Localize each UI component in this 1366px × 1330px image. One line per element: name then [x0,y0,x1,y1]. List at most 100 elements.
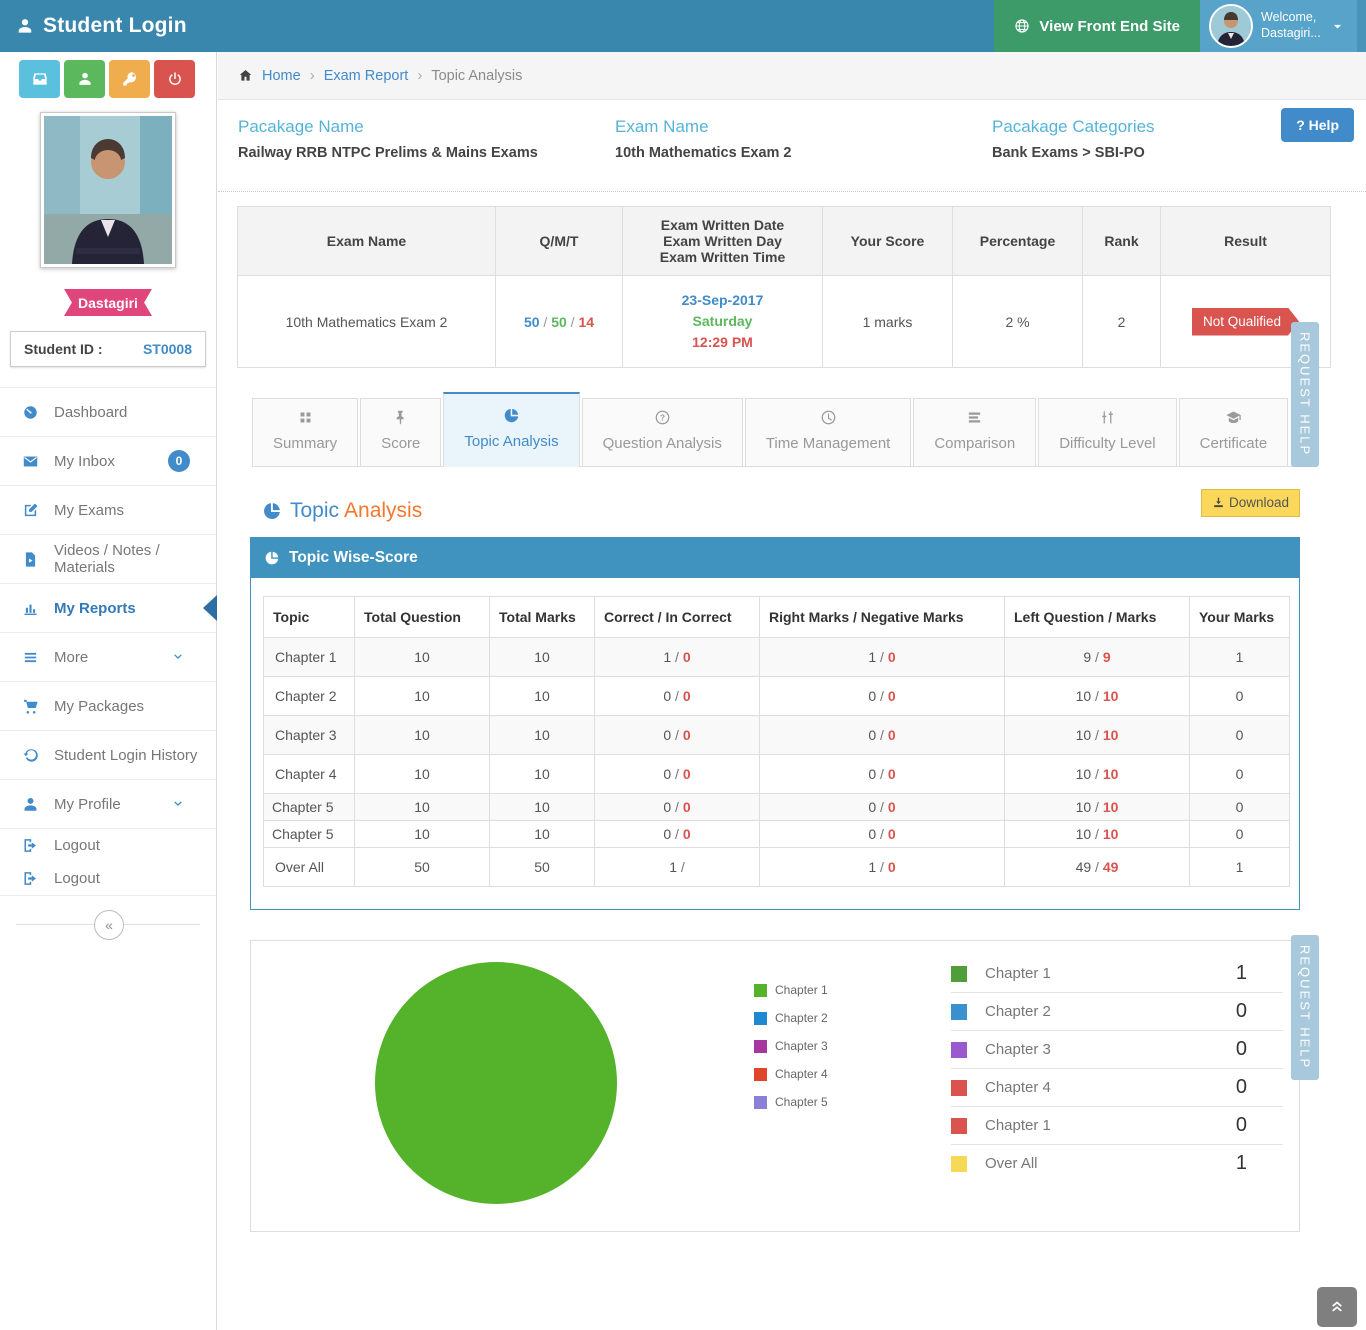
topic-wise-score-panel: Topic Wise-Score Topic Total Question Tota… [250,537,1300,910]
value-secondary: 0 [887,688,896,704]
value-secondary: 10 [1102,727,1119,743]
sidebar-item-student-login-history[interactable]: Student Login History [0,731,216,780]
tab-time-management[interactable]: Time Management [744,398,912,466]
your-marks-cell: 0 [1189,715,1290,755]
pin-icon [381,409,420,426]
tab-summary[interactable]: Summary [252,398,359,466]
chapter-label: Chapter 3 [985,1041,1051,1058]
request-help-tab[interactable]: REQUEST HELP [1291,935,1319,1080]
sidebar-item-logout[interactable]: Logout [0,862,216,896]
package-name-block: Pacakage Name Railway RRB NTPC Prelims &… [238,117,538,161]
slash-cell: 0 / 0 [759,676,1005,716]
exam-table-row: 10th Mathematics Exam 2 50 / 50 / 14 23-… [237,275,1331,368]
sidebar-item-label: My Inbox [54,452,115,470]
total-marks-cell: 10 [489,820,595,848]
rank-cell: 2 [1082,275,1161,368]
package-categories-block: Pacakage Categories Bank Exams > SBI-PO [992,117,1155,161]
sidebar-item-my-packages[interactable]: My Packages [0,682,216,731]
pie-icon [264,550,280,566]
chapter-score-value: 0 [1235,1114,1247,1136]
total-marks-cell: 50 [489,847,595,887]
slash-cell: 1 / [594,847,760,887]
sidebar-item-logout[interactable]: Logout [0,829,216,862]
breadcrumb-exam-report[interactable]: Exam Report [323,67,409,84]
sidebar-item-my-reports[interactable]: My Reports [0,584,217,633]
breadcrumb-separator: › [417,67,423,84]
tab-score[interactable]: Score [360,398,442,466]
sidebar-item-videos-notes-materials[interactable]: Videos / Notes / Materials [0,535,216,584]
tab-certificate[interactable]: Certificate [1178,398,1289,466]
chapter-score-value: 0 [1235,1000,1247,1022]
caret-down-icon[interactable] [1331,20,1344,33]
exam-name-label: Exam Name [615,117,709,136]
your-marks-cell: 1 [1189,847,1290,887]
quick-actions [0,52,216,98]
value-primary: 0 [868,766,877,782]
topic-analysis-title: Topic Analysis [262,499,422,523]
chapter-label: Chapter 1 [985,1117,1051,1134]
slash-cell: 0 / 0 [759,793,1005,821]
tab-label: Time Management [765,435,891,452]
breadcrumb-home[interactable]: Home [262,67,301,84]
download-button[interactable]: Download [1200,489,1300,517]
legend-label: Chapter 3 [775,1039,828,1053]
sidebar-nav: Dashboard My Inbox 0 My Exams Videos / Notes… [0,387,217,896]
topic-col-your-marks: Your Marks [1189,596,1290,638]
sidebar-item-more[interactable]: More [0,633,216,682]
tab-difficulty-level[interactable]: Difficulty Level [1038,398,1177,466]
student-name-badge: Dastagiri [64,289,152,316]
legend-color-swatch [754,1095,767,1109]
help-button[interactable]: ? Help [1281,108,1354,142]
sidebar-item-my-inbox[interactable]: My Inbox 0 [0,437,216,486]
power-button[interactable] [154,60,195,98]
sidebar-item-my-profile[interactable]: My Profile [0,780,216,829]
legend-item: Chapter 1 [754,983,828,997]
slash-cell: 1 / 0 [759,637,1005,677]
slash-cell: 10 / 10 [1004,793,1190,821]
chapter-score-value: 0 [1235,1076,1247,1098]
slash-separator: / [1091,766,1103,782]
slash-cell: 0 / 0 [759,820,1005,848]
chapter-score-value: 1 [1235,962,1247,984]
key-button[interactable] [109,60,150,98]
user-button[interactable] [64,60,105,98]
slash-separator: / [876,688,888,704]
request-help-tab[interactable]: REQUEST HELP [1291,322,1319,467]
user-menu[interactable]: Welcome, Dastagiri... [1200,0,1366,52]
sidebar-collapse-button[interactable]: « [94,910,124,940]
sidebar-item-my-exams[interactable]: My Exams [0,486,216,535]
slash-cell: 10 / 10 [1004,715,1190,755]
total-question-cell: 10 [354,637,490,677]
view-front-end-site-button[interactable]: View Front End Site [994,0,1200,52]
tab-question-analysis[interactable]: ? Question Analysis [581,398,743,466]
package-name-value: Railway RRB NTPC Prelims & Mains Exams [238,145,538,161]
sidebar-item-dashboard[interactable]: Dashboard [0,388,216,437]
inbox-button[interactable] [19,60,60,98]
slash-separator: / [876,859,888,875]
main-content: Home › Exam Report › Topic Analysis Paca… [218,52,1366,1330]
user-icon [77,71,93,87]
envelope-icon [22,453,39,470]
chapter-label: Chapter 1 [985,965,1051,982]
total-marks-cell: 10 [489,637,595,677]
value-primary: 10 [1075,727,1092,743]
table-row: Over All 50 50 1 / 1 / 0 49 / 49 1 [263,847,1290,887]
topic-wise-score-table: Topic Total Question Total Marks Correct / … [263,596,1290,887]
col-result: Result [1160,206,1331,276]
menu-icon [22,649,39,666]
student-id-label: Student ID : [24,341,103,357]
scroll-to-top-button[interactable] [1317,1287,1357,1327]
tab-comparison[interactable]: Comparison [913,398,1037,466]
value-primary: 0 [868,688,877,704]
tab-topic-analysis[interactable]: Topic Analysis [443,392,580,467]
exam-name-value: 10th Mathematics Exam 2 [615,145,792,161]
active-item-arrow [203,595,217,621]
inbox-icon [32,71,48,87]
value-primary: 0 [663,799,672,815]
value-primary: 1 [868,859,877,875]
tasks-icon [934,409,1015,426]
total-question-cell: 10 [354,715,490,755]
history-icon [22,747,39,764]
slash-cell: 0 / 0 [594,676,760,716]
